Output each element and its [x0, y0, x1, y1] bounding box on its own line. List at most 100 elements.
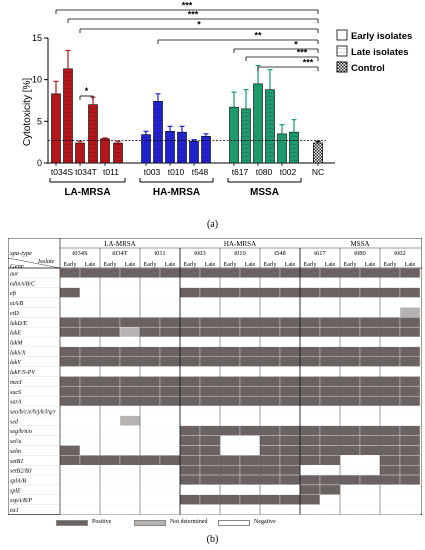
table-cell [279, 267, 301, 279]
table-cell [379, 504, 401, 515]
table-cell [279, 445, 301, 456]
table-cell [119, 405, 141, 417]
table-cell [359, 336, 381, 348]
table-cell [399, 366, 421, 377]
header-diagonal [8, 257, 61, 269]
table-cell [299, 445, 321, 456]
table-cell [119, 277, 141, 288]
table-cell [99, 435, 121, 446]
table-cell [279, 346, 301, 357]
table-cell [119, 267, 141, 279]
table-cell [259, 425, 281, 436]
table-cell [259, 287, 281, 298]
gene-label: lukF/S-PV [10, 370, 36, 376]
table-cell [399, 405, 421, 417]
table-cell [159, 415, 181, 426]
table-cell [59, 366, 81, 377]
x-tick-label: NC [312, 167, 324, 177]
table-cell [159, 287, 181, 298]
table-cell [319, 445, 341, 456]
gene-label: lukS/X [10, 350, 26, 356]
table-cell [319, 415, 341, 426]
table-cell [399, 317, 421, 328]
table-cell [159, 336, 181, 348]
table-cell [379, 435, 401, 446]
table-cell [99, 346, 121, 357]
legend-not-determined: Not determined [170, 519, 208, 525]
table-cell [239, 366, 261, 377]
table-cell [239, 287, 261, 298]
table-cell [339, 336, 361, 348]
bar-hatch [241, 108, 251, 163]
header-gene: Gene [10, 263, 24, 270]
table-cell [79, 386, 101, 397]
table-cell [79, 504, 101, 515]
table-cell [159, 504, 181, 515]
sig-label: *** [182, 1, 193, 11]
legend-positive: Positive [92, 519, 112, 525]
gene-label: sspA/B/P [10, 498, 32, 504]
table-cell [179, 494, 201, 505]
table-cell [359, 445, 381, 456]
header-isolate: Isolate [37, 259, 55, 265]
table-cell [159, 277, 181, 288]
y-tick-label: 10 [32, 75, 42, 85]
table-cell [219, 327, 241, 338]
x-tick-label: t010 [168, 167, 185, 177]
table-cell [219, 287, 241, 298]
table-cell [139, 494, 161, 505]
table-cell [239, 445, 261, 456]
table-cell [359, 267, 381, 279]
table-cell [299, 366, 321, 377]
table-cell [139, 287, 161, 298]
table-cell [399, 356, 421, 367]
gene-label: selm [10, 449, 22, 455]
table-cell [139, 415, 161, 426]
table-cell [99, 327, 121, 338]
table-cell [139, 346, 161, 357]
x-tick-label: t011 [103, 167, 119, 177]
table-cell [259, 346, 281, 357]
table-cell [219, 386, 241, 397]
table-cell [379, 415, 401, 426]
gene-label: tst1 [10, 508, 19, 514]
table-cell [179, 307, 201, 318]
table-cell [359, 494, 381, 505]
table-cell [299, 435, 321, 446]
table-cell [219, 356, 241, 367]
table-cell [319, 474, 341, 486]
table-cell [239, 435, 261, 446]
table-cell [279, 376, 301, 387]
table-cell [59, 287, 81, 298]
table-cell [279, 277, 301, 288]
table-cell [119, 494, 141, 505]
gene-label: sarA [10, 400, 22, 406]
table-cell [239, 376, 261, 387]
table-cell [99, 465, 121, 476]
bar-hatch [265, 89, 275, 163]
legend-label: Late isolates [351, 47, 409, 58]
bar-control [313, 142, 323, 164]
table-cell [59, 465, 81, 476]
table-cell [299, 396, 321, 407]
table-cell [359, 405, 381, 417]
table-cell [139, 376, 161, 387]
legend-label: Early isolates [351, 31, 412, 42]
table-cell [279, 425, 301, 436]
table-cell [99, 317, 121, 328]
table-cell [179, 366, 201, 377]
table-cell [179, 336, 201, 348]
table-cell [159, 346, 181, 357]
table-cell [379, 327, 401, 338]
table-cell [199, 376, 221, 387]
table-spa-header: t034S [72, 250, 88, 257]
gene-label: setB2/B3 [10, 469, 32, 475]
table-cell [379, 465, 401, 476]
table-cell [339, 405, 361, 417]
table-spa-header: t011 [154, 250, 165, 257]
table-cell [339, 267, 361, 279]
table-cell [319, 277, 341, 288]
x-tick-label: t002 [280, 167, 297, 177]
table-cell [179, 356, 201, 367]
table-isolate-header: Early [344, 262, 357, 268]
